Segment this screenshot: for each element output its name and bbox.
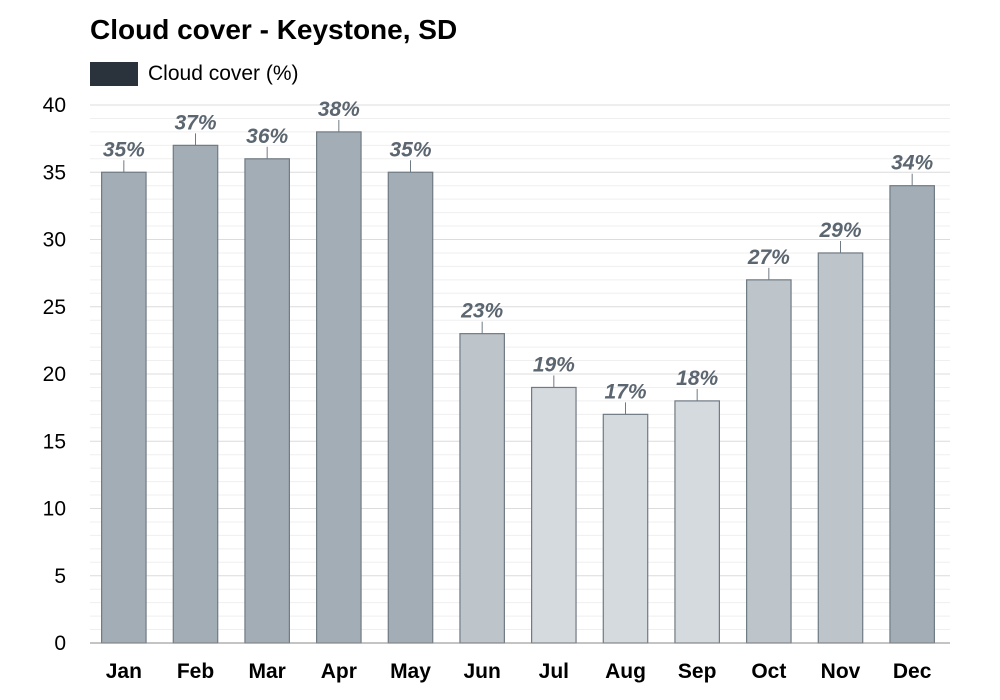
data-label: 36% [246,125,288,148]
data-label: 27% [747,246,790,269]
y-tick-label: 10 [43,498,66,521]
data-label: 38% [318,98,360,121]
bar [244,158,290,644]
chart-title: Cloud cover - Keystone, SD [90,14,458,45]
bar [602,413,649,644]
bar [387,171,434,644]
legend-swatch [90,62,138,86]
y-tick-label: 5 [54,565,66,588]
y-tick-label: 20 [43,363,66,386]
x-tick-label: Sep [678,660,717,683]
x-tick-label: Jul [539,660,569,683]
bar [101,171,147,644]
data-label: 18% [676,367,718,390]
y-tick-label: 25 [43,296,66,319]
data-label: 19% [533,353,575,376]
data-label: 34% [891,152,933,175]
x-tick-label: Jan [106,660,142,683]
legend-label: Cloud cover (%) [148,62,299,85]
data-label: 23% [460,300,503,323]
legend: Cloud cover (%) [90,62,299,86]
bar [746,279,792,644]
bar [172,144,219,644]
y-tick-label: 15 [43,430,66,453]
x-tick-label: Aug [605,660,646,683]
x-tick-label: Feb [177,660,214,683]
bar [531,386,577,644]
data-label: 29% [818,219,861,242]
data-label: 17% [604,380,646,403]
bar [674,400,720,644]
x-tick-label: Jun [463,660,500,683]
data-label: 35% [103,138,145,161]
bar [889,185,935,644]
y-tick-label: 35 [43,161,66,184]
bar [316,131,362,644]
x-tick-label: May [390,660,431,683]
x-tick-label: Nov [821,660,861,683]
data-label: 35% [389,138,431,161]
x-tick-label: Mar [248,660,285,683]
bar [817,252,864,644]
y-tick-label: 40 [43,94,66,117]
y-tick-label: 30 [43,229,66,252]
data-label: 37% [174,111,216,134]
bar [459,333,505,644]
x-tick-label: Dec [893,660,932,683]
x-tick-label: Oct [751,660,786,683]
x-tick-label: Apr [321,660,357,683]
y-tick-label: 0 [54,632,66,655]
